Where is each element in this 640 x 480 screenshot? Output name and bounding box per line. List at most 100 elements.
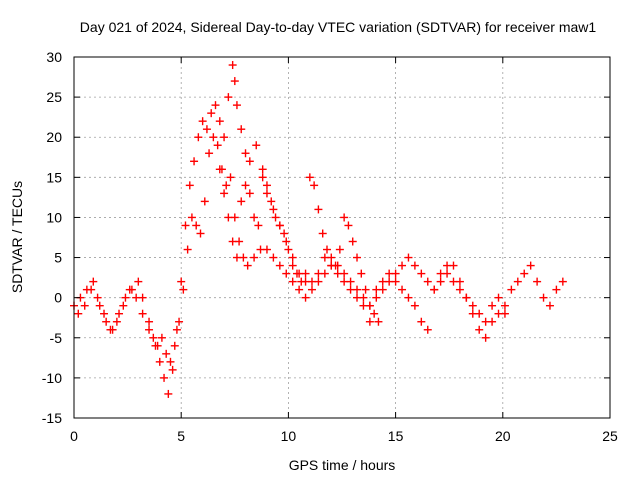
data-point xyxy=(430,285,439,294)
data-point xyxy=(241,149,250,158)
data-point xyxy=(295,285,304,294)
data-point xyxy=(468,301,477,310)
data-point xyxy=(252,141,261,150)
data-point xyxy=(404,293,413,302)
data-point xyxy=(232,101,241,110)
data-point xyxy=(410,301,419,310)
data-point xyxy=(275,221,284,230)
x-axis-label: GPS time / hours xyxy=(289,457,396,473)
data-point xyxy=(213,141,222,150)
data-point xyxy=(410,261,419,270)
data-point xyxy=(340,277,349,286)
data-point xyxy=(391,277,400,286)
y-tick-label: 15 xyxy=(46,169,62,185)
data-point xyxy=(348,237,357,246)
data-point xyxy=(494,293,503,302)
data-point xyxy=(301,293,310,302)
data-point xyxy=(177,277,186,286)
data-point xyxy=(245,157,254,166)
data-point xyxy=(513,277,522,286)
chart-title: Day 021 of 2024, Sidereal Day-to-day VTE… xyxy=(80,19,597,35)
data-point xyxy=(192,221,201,230)
data-point xyxy=(228,61,237,70)
data-point xyxy=(269,253,278,262)
data-point xyxy=(488,317,497,326)
data-point xyxy=(237,125,246,134)
data-point xyxy=(500,301,509,310)
data-point xyxy=(224,213,233,222)
x-tick-label: 5 xyxy=(177,428,185,444)
data-point xyxy=(318,229,327,238)
data-point xyxy=(333,269,342,278)
data-point xyxy=(475,325,484,334)
data-point xyxy=(187,213,196,222)
data-point xyxy=(267,197,276,206)
data-point xyxy=(307,285,316,294)
y-tick-label: 10 xyxy=(46,209,62,225)
y-tick-label: 0 xyxy=(54,290,62,306)
data-point xyxy=(365,317,374,326)
data-point xyxy=(237,197,246,206)
data-point xyxy=(301,269,310,278)
data-point xyxy=(314,205,323,214)
data-point xyxy=(346,285,355,294)
data-point xyxy=(462,293,471,302)
data-point xyxy=(155,357,164,366)
data-point xyxy=(179,285,188,294)
data-point xyxy=(250,213,259,222)
data-point xyxy=(80,301,89,310)
data-point xyxy=(391,269,400,278)
data-point xyxy=(558,277,567,286)
data-point xyxy=(269,205,278,214)
data-point xyxy=(160,373,169,382)
data-point xyxy=(232,253,241,262)
data-point xyxy=(417,269,426,278)
y-axis-label: SDTVAR / TECUs xyxy=(9,181,25,293)
grid-lines xyxy=(74,57,610,418)
data-point xyxy=(361,285,370,294)
data-point xyxy=(455,285,464,294)
data-point xyxy=(292,269,301,278)
data-point xyxy=(230,77,239,86)
data-point xyxy=(331,261,340,270)
data-point xyxy=(404,253,413,262)
data-point xyxy=(282,237,291,246)
data-point xyxy=(372,293,381,302)
data-point xyxy=(164,389,173,398)
x-tick-label: 10 xyxy=(281,428,297,444)
data-point xyxy=(335,245,344,254)
data-point xyxy=(215,117,224,126)
data-point xyxy=(449,261,458,270)
data-point xyxy=(125,285,134,294)
data-point xyxy=(220,189,229,198)
data-point xyxy=(172,325,181,334)
data-point xyxy=(215,165,224,174)
data-point xyxy=(297,277,306,286)
data-point xyxy=(185,181,194,190)
data-point xyxy=(288,253,297,262)
data-point xyxy=(209,133,218,142)
data-point xyxy=(132,293,141,302)
data-point xyxy=(353,253,362,262)
data-point xyxy=(455,277,464,286)
x-tick-label: 25 xyxy=(602,428,618,444)
x-tick-label: 0 xyxy=(70,428,78,444)
y-tick-label: -10 xyxy=(42,370,62,386)
data-point xyxy=(327,253,336,262)
data-point xyxy=(95,301,104,310)
plot-frame xyxy=(73,56,611,419)
y-tick-label: 20 xyxy=(46,129,62,145)
data-point xyxy=(357,269,366,278)
data-point xyxy=(378,285,387,294)
data-point xyxy=(310,181,319,190)
data-point xyxy=(481,333,490,342)
x-tick-label: 20 xyxy=(495,428,511,444)
data-point xyxy=(284,245,293,254)
data-point xyxy=(280,229,289,238)
data-point xyxy=(112,317,121,326)
data-point xyxy=(138,309,147,318)
data-point xyxy=(398,285,407,294)
data-point xyxy=(226,173,235,182)
data-point xyxy=(145,317,154,326)
data-point xyxy=(423,277,432,286)
